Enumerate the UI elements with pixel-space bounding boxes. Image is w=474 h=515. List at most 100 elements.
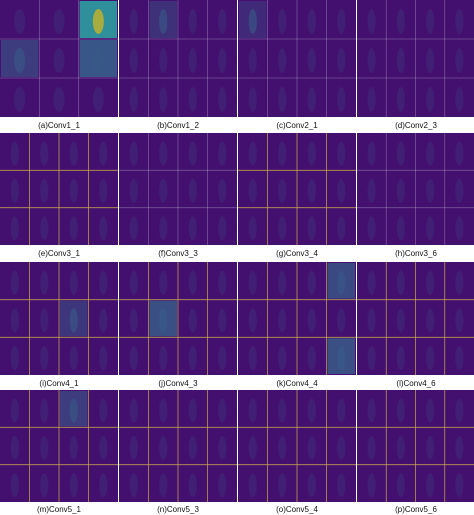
panel-conv3-4 [238, 133, 356, 245]
panel-background [357, 0, 474, 117]
feature-map-silhouette [129, 141, 138, 166]
caption-conv3-4: (g)Conv3_4 [276, 249, 318, 258]
feature-map-silhouette [278, 308, 287, 333]
feature-map-silhouette [10, 141, 19, 166]
feature-map-silhouette [159, 398, 168, 423]
feature-map-silhouette [159, 345, 168, 371]
panel-conv5-4 [238, 390, 356, 502]
feature-map-silhouette [307, 345, 316, 371]
feature-map-silhouette [337, 435, 346, 460]
panel-conv5-1 [0, 390, 118, 502]
feature-map-grid [238, 0, 356, 117]
feature-map-silhouette [426, 473, 435, 498]
feature-map-silhouette [396, 398, 405, 423]
feature-map-silhouette [99, 178, 108, 203]
feature-map-silhouette [99, 398, 108, 423]
caption-conv5-4: (o)Conv5_4 [276, 505, 318, 514]
feature-map-silhouette [367, 8, 376, 34]
feature-map-silhouette [278, 86, 287, 112]
feature-map-silhouette [337, 473, 346, 498]
feature-map-silhouette [307, 141, 316, 166]
caption-conv2-3: (d)Conv2_3 [395, 121, 437, 130]
feature-map-silhouette [455, 216, 464, 241]
feature-map-silhouette [455, 8, 464, 34]
feature-map-silhouette [278, 8, 287, 34]
feature-map-silhouette [278, 47, 287, 73]
feature-map-silhouette [248, 435, 257, 460]
feature-map-silhouette [307, 398, 316, 423]
feature-map-silhouette [307, 47, 316, 73]
feature-map-silhouette [40, 435, 49, 460]
panel-conv3-6 [357, 133, 474, 245]
feature-map-silhouette [426, 308, 435, 333]
feature-map-silhouette [99, 473, 108, 498]
feature-map-silhouette [426, 270, 435, 295]
feature-map-silhouette [426, 345, 435, 371]
feature-map-silhouette [455, 308, 464, 333]
feature-map-silhouette [159, 216, 168, 241]
feature-map-silhouette [69, 473, 78, 498]
feature-map-silhouette [92, 47, 104, 73]
feature-map-silhouette [218, 308, 227, 333]
feature-map-silhouette [10, 398, 19, 423]
feature-map-silhouette [40, 178, 49, 203]
feature-map-silhouette [455, 345, 464, 371]
feature-map-silhouette [367, 47, 376, 73]
feature-map-grid [0, 262, 118, 375]
feature-map-silhouette [40, 473, 49, 498]
feature-map-silhouette [69, 141, 78, 166]
feature-map-silhouette [426, 216, 435, 241]
feature-map-silhouette [129, 86, 138, 112]
feature-map-silhouette [40, 398, 49, 423]
feature-map-silhouette [367, 435, 376, 460]
caption-conv1-2: (b)Conv1_2 [157, 121, 199, 130]
feature-map-silhouette [99, 435, 108, 460]
feature-map-silhouette [367, 86, 376, 112]
feature-map-silhouette [367, 308, 376, 333]
feature-map-silhouette [278, 345, 287, 371]
feature-map-silhouette [307, 435, 316, 460]
feature-map-grid [119, 390, 237, 502]
feature-map-silhouette [248, 86, 257, 112]
feature-map-silhouette [278, 398, 287, 423]
feature-map-silhouette [159, 86, 168, 112]
feature-map-silhouette [396, 86, 405, 112]
feature-map-silhouette [129, 345, 138, 371]
feature-map-silhouette [278, 216, 287, 241]
feature-map-silhouette [10, 308, 19, 333]
caption-conv4-3: (j)Conv4_3 [158, 379, 198, 388]
feature-map-silhouette [396, 270, 405, 295]
feature-map-silhouette [218, 47, 227, 73]
feature-map-silhouette [455, 141, 464, 166]
feature-map-silhouette [188, 308, 197, 333]
feature-map-silhouette [218, 141, 227, 166]
caption-conv3-6: (h)Conv3_6 [395, 249, 437, 258]
feature-map-silhouette [455, 473, 464, 498]
caption-conv4-6: (l)Conv4_6 [396, 379, 436, 388]
feature-map-silhouette [426, 141, 435, 166]
feature-map-grid [0, 0, 118, 117]
feature-map-grid [357, 262, 474, 375]
feature-map-silhouette [278, 178, 287, 203]
feature-map-silhouette [337, 178, 346, 203]
feature-map-silhouette [248, 473, 257, 498]
feature-map-silhouette [10, 270, 19, 295]
feature-map-silhouette [53, 8, 65, 34]
feature-map-silhouette [307, 308, 316, 333]
feature-map-silhouette [337, 308, 346, 333]
feature-map-silhouette [14, 8, 26, 34]
feature-map-silhouette [278, 473, 287, 498]
feature-map-silhouette [218, 473, 227, 498]
feature-map-silhouette [396, 178, 405, 203]
feature-map-silhouette [10, 216, 19, 241]
caption-conv5-1: (m)Conv5_1 [36, 505, 81, 514]
feature-map-silhouette [159, 141, 168, 166]
feature-map-silhouette [278, 270, 287, 295]
caption-conv5-6: (p)Conv5_6 [395, 505, 437, 514]
feature-map-silhouette [129, 398, 138, 423]
feature-map-silhouette [218, 8, 227, 34]
caption-conv1-1: (a)Conv1_1 [38, 121, 80, 130]
feature-map-silhouette [92, 8, 104, 34]
panel-background [119, 133, 237, 245]
caption-conv4-1: (i)Conv4_1 [39, 379, 79, 388]
